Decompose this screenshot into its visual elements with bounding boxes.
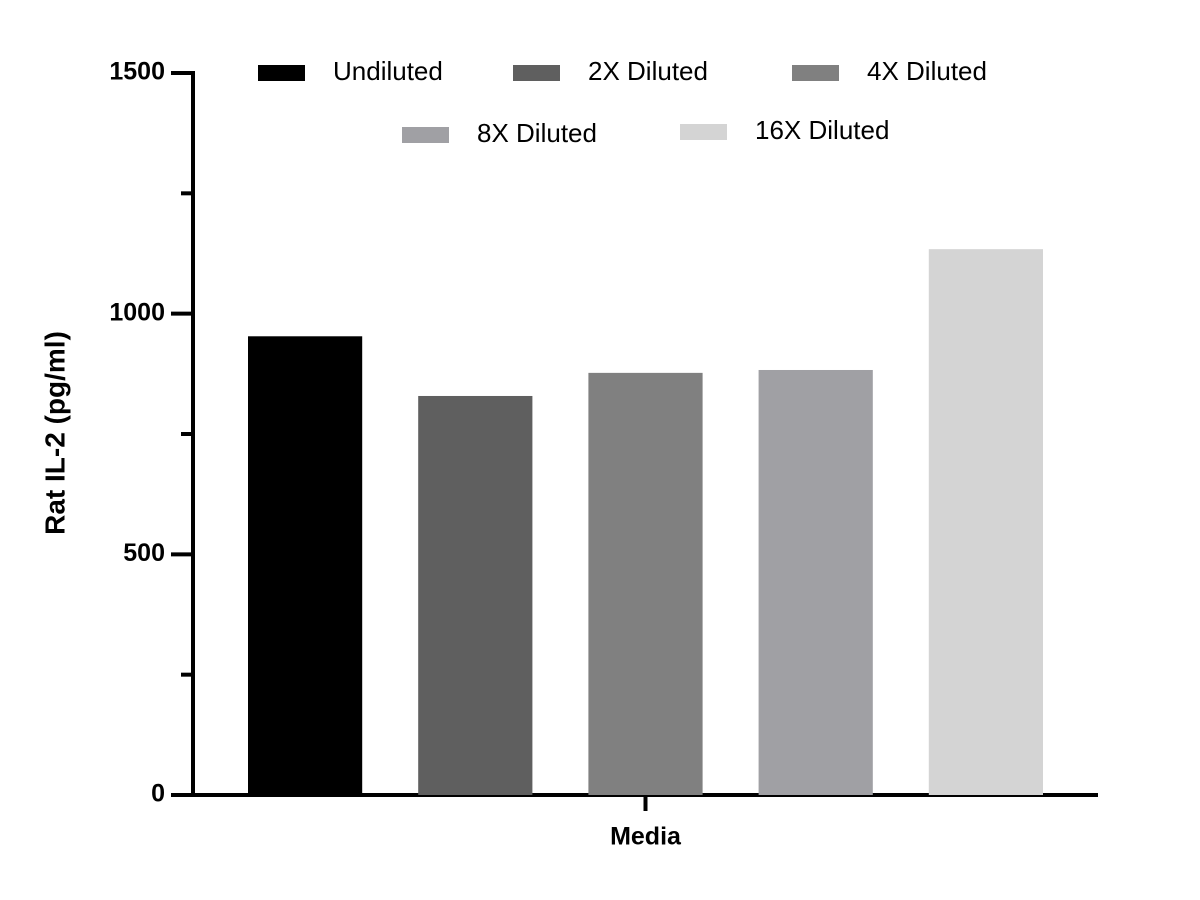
legend-swatch <box>513 65 560 81</box>
y-tick-label: 1000 <box>109 298 165 326</box>
y-tick-label: 1500 <box>109 58 165 86</box>
legend-label: Undiluted <box>333 56 443 86</box>
y-axis-label: Rat IL-2 (pg/ml) <box>39 331 70 535</box>
legend-swatch <box>258 65 305 81</box>
legend-label: 8X Diluted <box>477 118 597 148</box>
y-tick-label: 500 <box>123 539 165 567</box>
legend-swatch <box>402 127 449 143</box>
bar <box>758 369 873 795</box>
legend-label: 2X Diluted <box>588 56 708 86</box>
y-tick-label: 0 <box>151 780 165 808</box>
bar <box>928 249 1043 796</box>
bar <box>418 395 533 795</box>
legend-label: 16X Diluted <box>755 115 889 145</box>
legend-label: 4X Diluted <box>867 56 987 86</box>
bar <box>588 372 703 795</box>
legend-swatch <box>680 124 727 140</box>
legend-swatch <box>792 65 839 81</box>
x-tick-label: Media <box>610 823 682 851</box>
bar <box>248 336 363 795</box>
